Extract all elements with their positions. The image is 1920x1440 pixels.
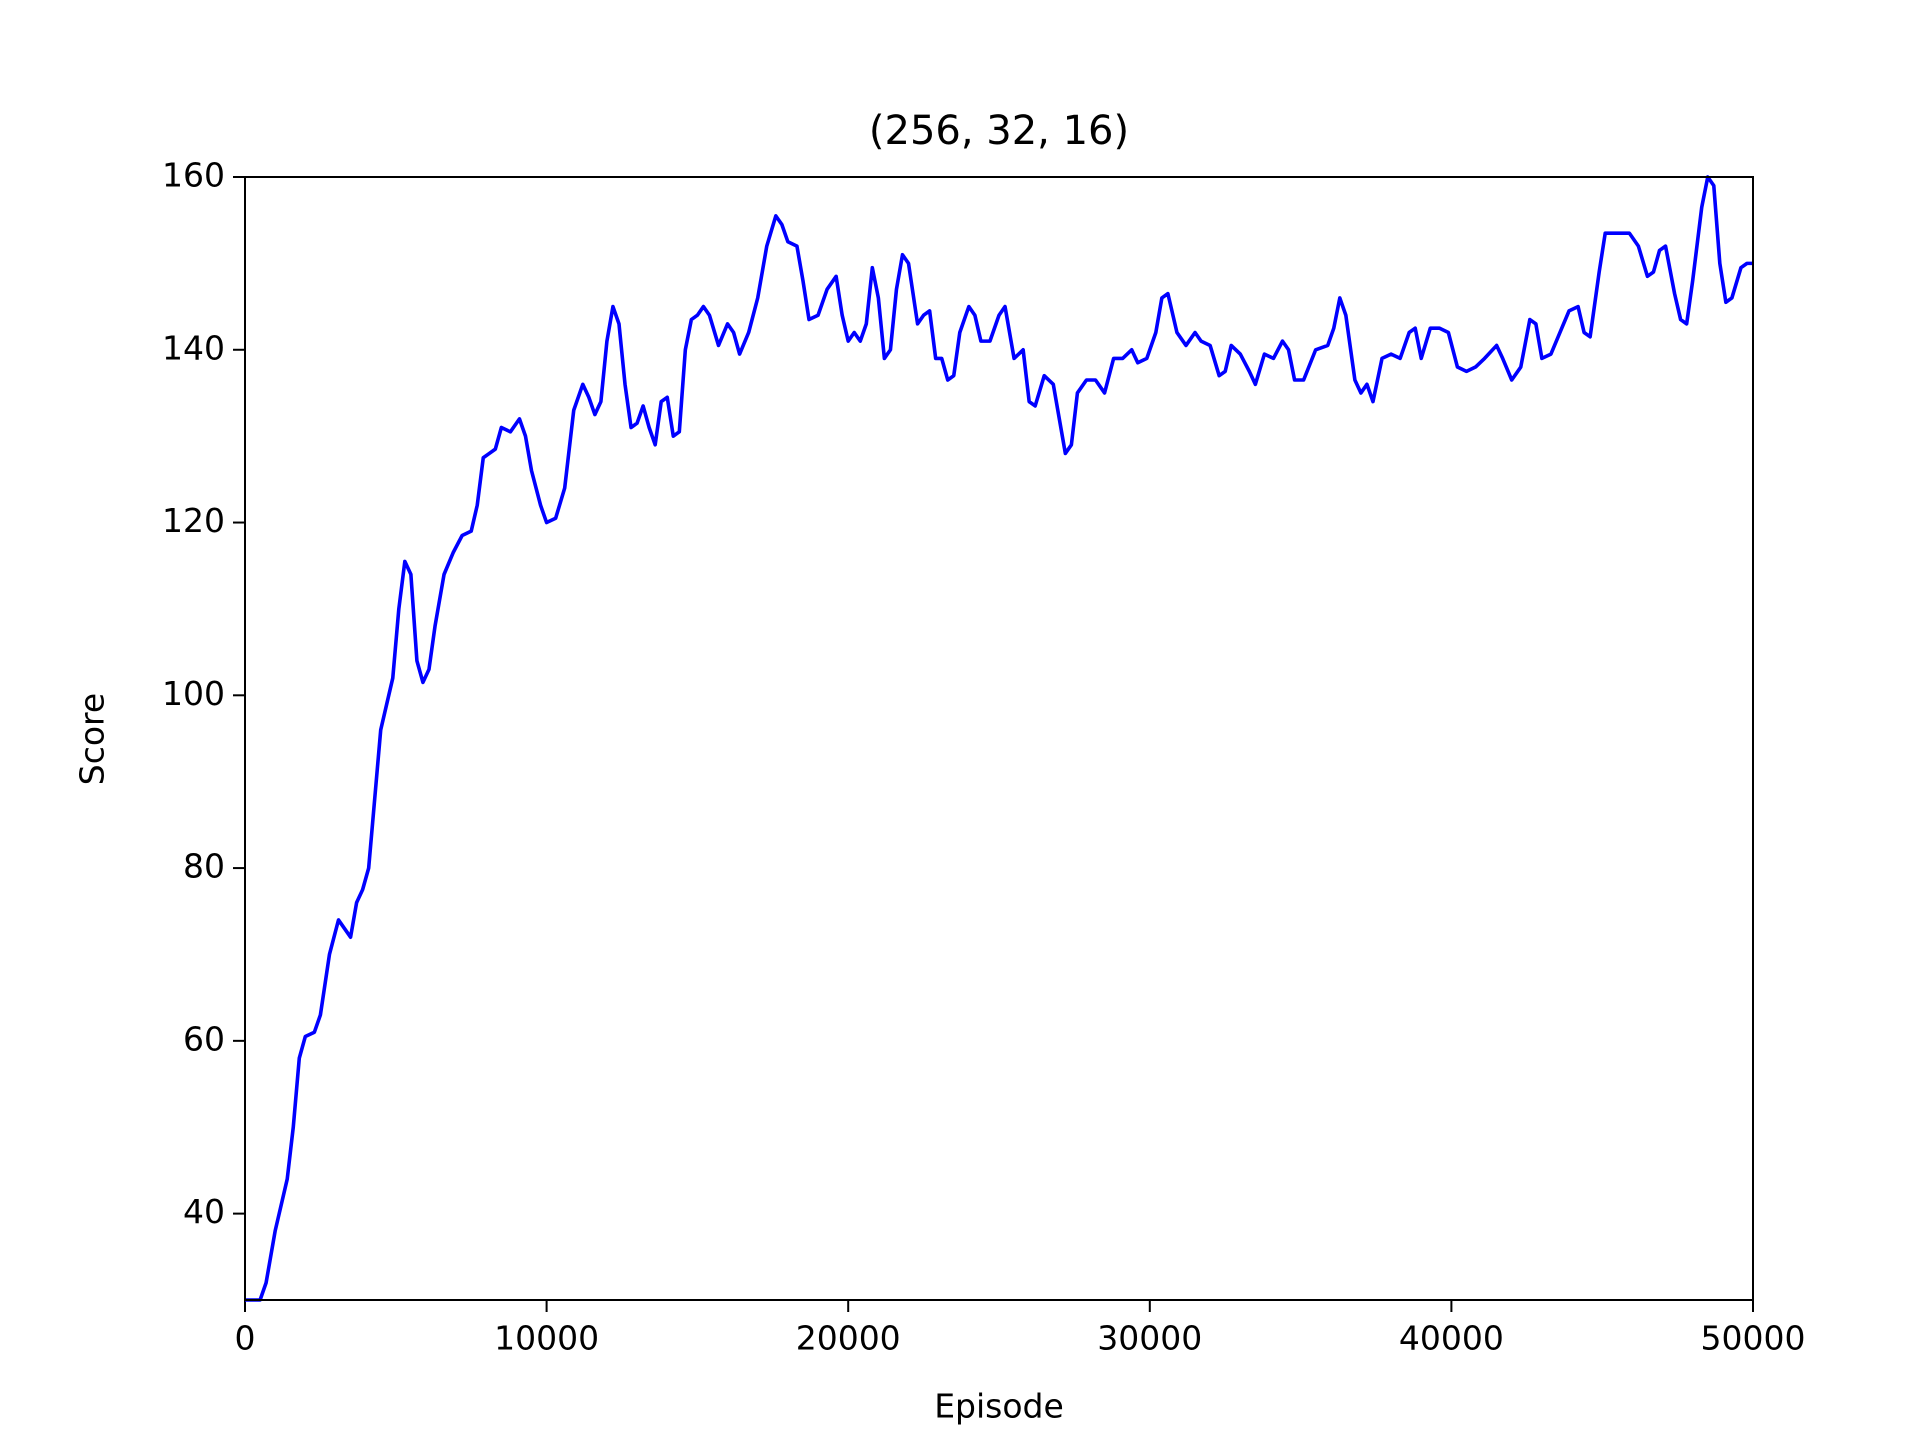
line-series — [245, 175, 1753, 1302]
y-tick-label: 100 — [162, 674, 225, 713]
x-tick-label: 50000 — [1701, 1319, 1806, 1358]
x-tick-label: 30000 — [1097, 1319, 1202, 1358]
y-axis-label: Score — [73, 693, 112, 785]
x-tick-label: 20000 — [796, 1319, 901, 1358]
y-tick-label: 60 — [183, 1019, 225, 1058]
x-tick-label: 10000 — [494, 1319, 599, 1358]
x-tick-label: 0 — [235, 1319, 256, 1358]
chart-title: (256, 32, 16) — [869, 108, 1129, 154]
y-tick-label: 120 — [162, 501, 225, 540]
x-tick-label: 40000 — [1399, 1319, 1504, 1358]
y-tick-label: 80 — [183, 847, 225, 886]
y-tick-label: 40 — [183, 1192, 225, 1231]
x-axis-label: Episode — [934, 1387, 1064, 1426]
plot-frame — [244, 176, 1754, 1301]
y-tick-label: 140 — [162, 328, 225, 367]
y-tick-label: 160 — [162, 156, 225, 195]
